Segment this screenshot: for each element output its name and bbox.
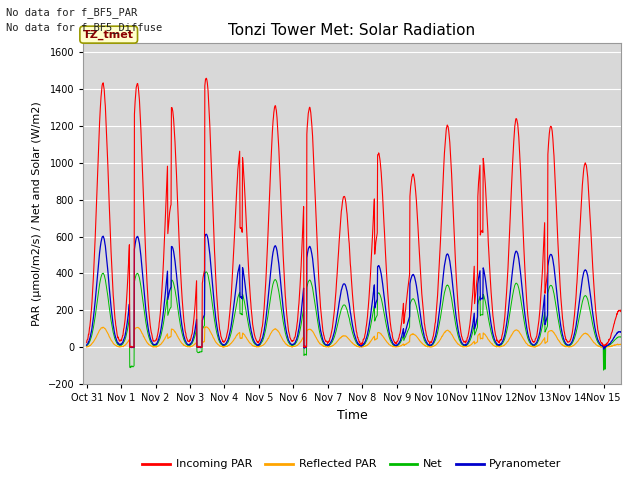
Legend: Incoming PAR, Reflected PAR, Net, Pyranometer: Incoming PAR, Reflected PAR, Net, Pyrano… [138, 455, 566, 474]
Text: No data for f_BF5_PAR: No data for f_BF5_PAR [6, 7, 138, 18]
Y-axis label: PAR (μmol/m2/s) / Net and Solar (W/m2): PAR (μmol/m2/s) / Net and Solar (W/m2) [32, 101, 42, 326]
X-axis label: Time: Time [337, 408, 367, 421]
Title: Tonzi Tower Met: Solar Radiation: Tonzi Tower Met: Solar Radiation [228, 23, 476, 38]
Text: TZ_tmet: TZ_tmet [83, 30, 134, 40]
Text: No data for f_BF5_Diffuse: No data for f_BF5_Diffuse [6, 22, 163, 33]
